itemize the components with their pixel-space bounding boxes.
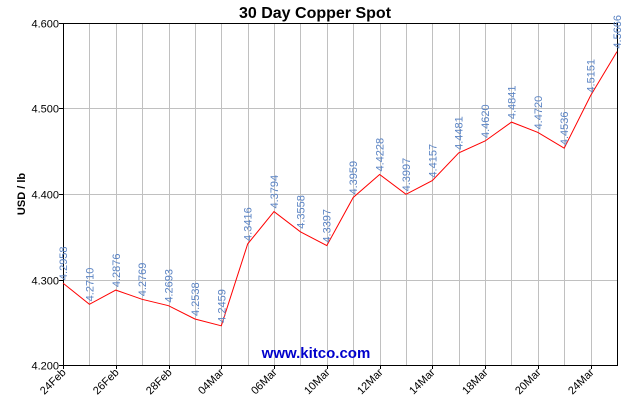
data-label: 4.2459 xyxy=(216,289,228,323)
data-label: 4.2693 xyxy=(164,269,176,303)
y-tick-label: 4.200 xyxy=(31,361,59,373)
chart-title: 30 Day Copper Spot xyxy=(239,5,392,22)
data-label: 4.4481 xyxy=(454,116,466,150)
data-label: 4.3416 xyxy=(243,207,255,241)
data-label: 4.5151 xyxy=(586,59,598,93)
data-label: 4.4157 xyxy=(427,144,439,178)
y-tick-label: 4.400 xyxy=(31,190,59,202)
data-label: 4.2958 xyxy=(58,246,70,280)
data-label: 4.4620 xyxy=(480,104,492,138)
data-label: 4.3794 xyxy=(269,175,281,209)
data-label: 4.5666 xyxy=(612,15,624,49)
y-tick-label: 4.600 xyxy=(31,19,59,31)
data-label: 4.4841 xyxy=(506,85,518,119)
data-label: 4.3997 xyxy=(401,158,413,192)
data-label: 4.4536 xyxy=(559,112,571,146)
watermark-text: www.kitco.com xyxy=(261,345,371,362)
y-axis-ticks: 4.200 4.300 4.400 4.500 4.600 xyxy=(31,19,63,373)
data-label: 4.4720 xyxy=(533,96,545,130)
y-tick-label: 4.300 xyxy=(31,276,59,288)
plot-area-frame xyxy=(63,23,618,366)
data-label: 4.2769 xyxy=(137,263,149,297)
y-tick-label: 4.500 xyxy=(31,104,59,116)
data-labels: 4.2958 4.2710 4.2876 4.2769 4.2693 4.2538 4.24… xyxy=(58,15,624,323)
data-label: 4.4228 xyxy=(375,138,387,172)
data-label: 4.3397 xyxy=(322,209,334,243)
data-label: 4.2876 xyxy=(111,253,123,287)
series-line xyxy=(62,51,618,327)
data-label: 4.2710 xyxy=(84,268,96,302)
data-label: 4.2538 xyxy=(190,282,202,316)
data-label: 4.3558 xyxy=(295,195,307,229)
y-axis-label: USD / lb xyxy=(16,173,28,215)
data-label: 4.3959 xyxy=(348,161,360,195)
